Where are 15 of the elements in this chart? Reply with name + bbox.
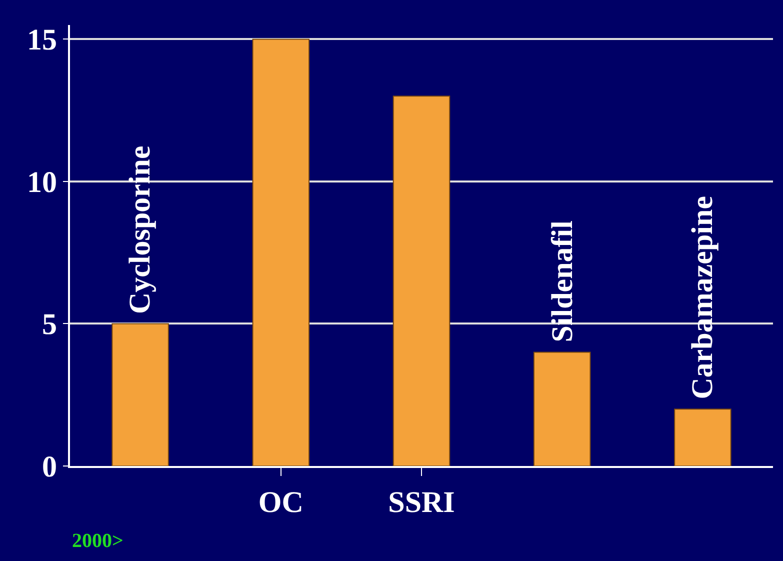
data-label: Sildenafil [546,220,579,342]
bar [112,323,169,466]
y-tick-label: 15 [27,24,57,57]
y-tick-label: 0 [42,450,57,484]
x-tick-label: OC [258,486,304,519]
bar [392,96,450,466]
y-tick-label: 5 [42,308,57,342]
bar [674,408,732,466]
text: 2000> [72,530,124,552]
x-tick-label: SSRI [388,486,455,519]
data-label: Cyclosporine [124,146,157,314]
data-label: Carbamazepine [686,196,720,400]
bar [533,352,591,466]
y-tick-label: 10 [27,166,57,199]
bar [252,38,310,466]
